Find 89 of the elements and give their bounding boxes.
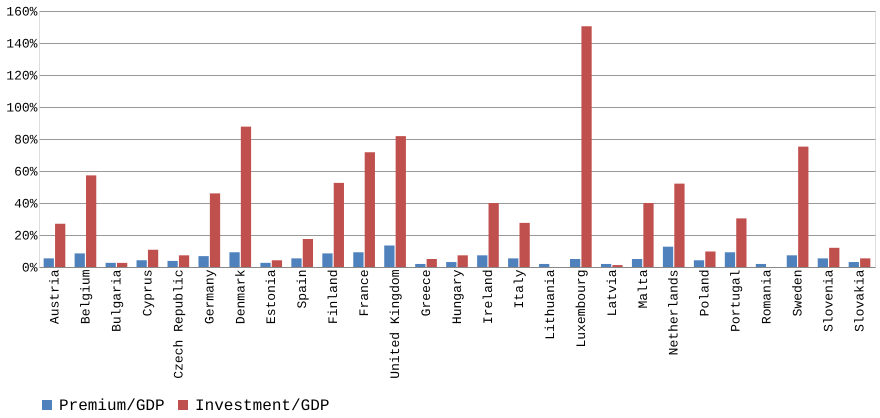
bar	[384, 246, 395, 267]
bar	[396, 136, 406, 267]
bar	[756, 264, 766, 267]
x-tick-label: Denmark	[233, 269, 248, 324]
bar	[488, 203, 499, 267]
bar	[55, 224, 66, 267]
x-tick-label: Estonia	[264, 269, 280, 324]
bar	[848, 262, 859, 267]
bar	[539, 264, 550, 267]
bar	[229, 252, 240, 267]
bar	[705, 251, 716, 267]
bar	[167, 260, 178, 267]
bar	[74, 253, 85, 267]
bar	[210, 193, 220, 267]
x-tick-label: Portugal	[728, 269, 744, 332]
x-tick-label: Czech Republic	[171, 270, 186, 379]
bar	[798, 146, 808, 267]
bar	[272, 260, 282, 267]
bar	[786, 255, 798, 267]
bar	[415, 264, 426, 267]
bar	[694, 260, 704, 267]
bar	[364, 152, 375, 267]
bar	[116, 262, 128, 267]
y-tick-label: 100%	[6, 100, 38, 116]
legend-label: Investment/GDP	[195, 397, 330, 415]
x-tick-label: Germany	[202, 269, 218, 324]
y-tick-label: 0%	[22, 260, 38, 276]
x-tick-label: Spain	[295, 270, 310, 309]
bar	[860, 258, 870, 267]
bar	[818, 258, 828, 267]
bar	[458, 255, 468, 267]
bar	[353, 252, 364, 267]
y-tick-label: 120%	[6, 68, 38, 84]
x-tick-label: Italy	[512, 269, 527, 309]
x-tick-label: Romania	[760, 269, 775, 324]
bar	[477, 255, 488, 267]
bar	[570, 259, 580, 267]
x-tick-label: United Kingdom	[388, 269, 404, 379]
legend-label: Premium/GDP	[59, 397, 165, 415]
x-tick-label: Latvia	[604, 269, 620, 316]
bar	[426, 259, 437, 267]
bar	[240, 126, 252, 267]
bar	[446, 262, 456, 267]
bar	[106, 262, 116, 267]
bar	[662, 246, 674, 267]
y-tick-label: 40%	[14, 196, 38, 212]
x-tick-label: Malta	[636, 269, 651, 309]
y-tick-label: 60%	[14, 164, 38, 180]
x-tick-label: Poland	[698, 270, 713, 316]
x-tick-label: Ireland	[480, 270, 496, 324]
bar	[724, 252, 736, 267]
x-tick-label: Greece	[419, 270, 434, 316]
x-tick-label: Bulgaria	[109, 269, 124, 332]
y-tick-label: 20%	[14, 228, 38, 244]
bar	[519, 222, 530, 267]
bar	[260, 262, 271, 267]
x-tick-label: Netherlands	[666, 270, 682, 356]
bar	[148, 250, 158, 267]
x-tick-label: Belgium	[78, 269, 94, 324]
x-tick-label: Hungary	[450, 269, 465, 324]
bar	[600, 264, 612, 267]
x-tick-label: Slovakia	[852, 269, 868, 332]
bar	[643, 203, 654, 267]
y-tick-label: 80%	[14, 132, 38, 148]
bar	[632, 259, 642, 267]
x-tick-label: France	[357, 270, 372, 316]
bar	[829, 248, 840, 267]
bar	[291, 258, 302, 267]
bar	[302, 239, 314, 267]
x-tick-label: Slovenia	[822, 269, 837, 332]
bar	[86, 175, 96, 267]
bar	[581, 26, 592, 267]
x-tick-label: Finland	[326, 270, 342, 324]
bar	[198, 256, 209, 267]
bar	[674, 184, 685, 267]
bar	[322, 253, 333, 267]
bar	[334, 182, 344, 267]
bar	[178, 255, 190, 267]
y-tick-label: 140%	[6, 36, 38, 52]
y-tick-label: 160%	[6, 4, 38, 20]
bar	[136, 260, 147, 267]
bar	[736, 218, 747, 267]
x-tick-label: Austria	[47, 269, 62, 324]
x-tick-label: Luxembourg	[574, 270, 589, 348]
x-tick-label: Cyprus	[140, 270, 156, 316]
x-tick-label: Sweden	[790, 270, 806, 316]
x-tick-label: Lithuania	[542, 269, 558, 340]
bar	[508, 258, 518, 267]
bar	[44, 258, 54, 267]
